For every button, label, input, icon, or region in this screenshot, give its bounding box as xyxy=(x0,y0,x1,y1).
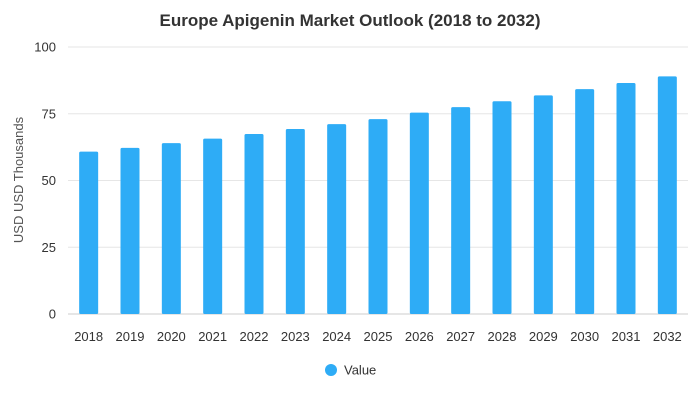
x-tick-label: 2028 xyxy=(488,329,517,344)
y-tick-label: 0 xyxy=(49,307,56,322)
bar-2024[interactable] xyxy=(327,124,347,315)
bar-2021[interactable] xyxy=(203,138,223,314)
bars xyxy=(79,76,677,315)
x-tick-label: 2022 xyxy=(240,329,269,344)
bar-2018[interactable] xyxy=(79,151,99,314)
bar-2031[interactable] xyxy=(616,83,636,314)
bar-2032[interactable] xyxy=(657,76,677,315)
x-tick-label: 2026 xyxy=(405,329,434,344)
bar-2029[interactable] xyxy=(533,95,553,315)
chart-title: Europe Apigenin Market Outlook (2018 to … xyxy=(159,11,540,30)
y-tick-label: 50 xyxy=(42,173,56,188)
x-tick-label: 2024 xyxy=(322,329,351,344)
x-tick-label: 2020 xyxy=(157,329,186,344)
x-axis-ticks: 2018 2019 2020 2021 2022 2023 2024 2025 2026 2027… xyxy=(74,329,682,344)
x-tick-label: 2023 xyxy=(281,329,310,344)
x-tick-label: 2027 xyxy=(446,329,475,344)
y-tick-label: 75 xyxy=(42,106,56,121)
bar-2023[interactable] xyxy=(285,128,305,314)
x-tick-label: 2025 xyxy=(364,329,393,344)
bar-2025[interactable] xyxy=(368,119,388,314)
bar-2030[interactable] xyxy=(575,89,595,314)
y-axis-ticks: 0 25 50 75 100 xyxy=(34,40,56,322)
x-tick-label: 2031 xyxy=(612,329,641,344)
bar-2019[interactable] xyxy=(120,147,140,314)
x-tick-label: 2019 xyxy=(116,329,145,344)
x-tick-label: 2032 xyxy=(653,329,682,344)
bar-2027[interactable] xyxy=(451,107,471,314)
legend-label[interactable]: Value xyxy=(344,363,376,378)
x-tick-label: 2029 xyxy=(529,329,558,344)
bar-2028[interactable] xyxy=(492,101,512,315)
bar-2022[interactable] xyxy=(244,134,264,314)
x-tick-label: 2018 xyxy=(74,329,103,344)
x-tick-label: 2030 xyxy=(570,329,599,344)
y-tick-label: 25 xyxy=(42,240,56,255)
legend: Value xyxy=(325,363,376,378)
y-axis-title: USD USD Thousands xyxy=(11,116,26,243)
y-tick-label: 100 xyxy=(34,40,56,55)
bar-2020[interactable] xyxy=(161,143,181,314)
x-tick-label: 2021 xyxy=(198,329,227,344)
bar-2026[interactable] xyxy=(409,112,429,314)
legend-marker[interactable] xyxy=(325,364,337,376)
